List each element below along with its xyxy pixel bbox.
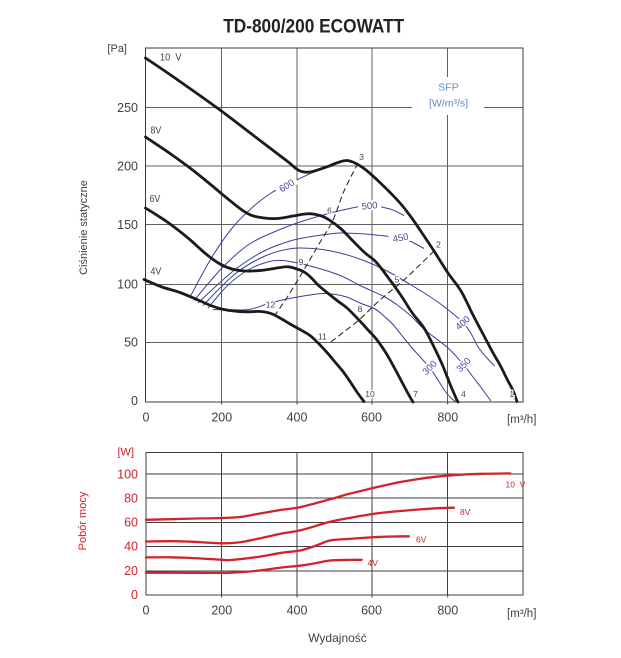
svg-text:[Pa]: [Pa] (107, 43, 127, 55)
svg-text:11: 11 (318, 332, 327, 342)
svg-text:6V: 6V (416, 535, 427, 545)
svg-text:0: 0 (143, 604, 150, 618)
svg-text:Wydajność: Wydajność (308, 631, 367, 645)
svg-text:4V: 4V (368, 558, 379, 568)
svg-text:8V: 8V (460, 507, 471, 517)
svg-text:150: 150 (117, 218, 138, 232)
svg-text:SFP: SFP (438, 82, 458, 94)
svg-text:80: 80 (124, 491, 138, 505)
svg-text:0: 0 (131, 394, 138, 408)
svg-text:6: 6 (327, 206, 332, 216)
svg-text:[m³/h]: [m³/h] (507, 414, 536, 426)
svg-text:0: 0 (131, 588, 138, 602)
svg-text:200: 200 (117, 159, 138, 173)
svg-text:2: 2 (436, 240, 441, 250)
svg-text:600: 600 (361, 411, 382, 425)
svg-text:4: 4 (461, 389, 466, 399)
svg-text:8V: 8V (151, 125, 162, 137)
svg-text:[W/m³/s]: [W/m³/s] (429, 98, 468, 110)
svg-text:400: 400 (287, 604, 308, 618)
svg-text:600: 600 (361, 604, 382, 618)
svg-text:10 V: 10 V (506, 480, 526, 490)
svg-text:100: 100 (117, 277, 138, 291)
svg-text:100: 100 (117, 467, 138, 481)
svg-text:10: 10 (365, 389, 375, 399)
svg-text:8: 8 (358, 304, 363, 314)
svg-text:[m³/h]: [m³/h] (507, 608, 536, 620)
svg-text:3: 3 (359, 152, 364, 162)
svg-text:50: 50 (124, 336, 138, 350)
svg-text:800: 800 (437, 411, 458, 425)
svg-text:7: 7 (413, 389, 418, 399)
svg-text:1: 1 (509, 389, 514, 399)
svg-text:200: 200 (211, 604, 232, 618)
svg-text:5: 5 (395, 275, 400, 285)
svg-text:450: 450 (392, 231, 410, 245)
svg-text:12: 12 (266, 300, 276, 310)
svg-text:400: 400 (287, 411, 308, 425)
svg-text:[W]: [W] (118, 447, 135, 459)
svg-text:800: 800 (437, 604, 458, 618)
svg-text:500: 500 (361, 200, 378, 213)
svg-text:40: 40 (124, 540, 138, 554)
svg-text:20: 20 (124, 564, 138, 578)
svg-text:9: 9 (299, 257, 304, 267)
svg-text:Ciśnienie statyczne: Ciśnienie statyczne (78, 180, 90, 275)
svg-text:6V: 6V (150, 193, 161, 205)
svg-text:0: 0 (143, 411, 150, 425)
svg-text:Pobór mocy: Pobór mocy (77, 491, 89, 550)
svg-text:200: 200 (211, 411, 232, 425)
svg-text:10 V: 10 V (160, 51, 182, 63)
svg-text:60: 60 (124, 516, 138, 530)
svg-text:250: 250 (117, 101, 138, 115)
svg-text:4V: 4V (151, 266, 162, 278)
svg-text:TD-800/200 ECOWATT: TD-800/200 ECOWATT (223, 16, 404, 38)
